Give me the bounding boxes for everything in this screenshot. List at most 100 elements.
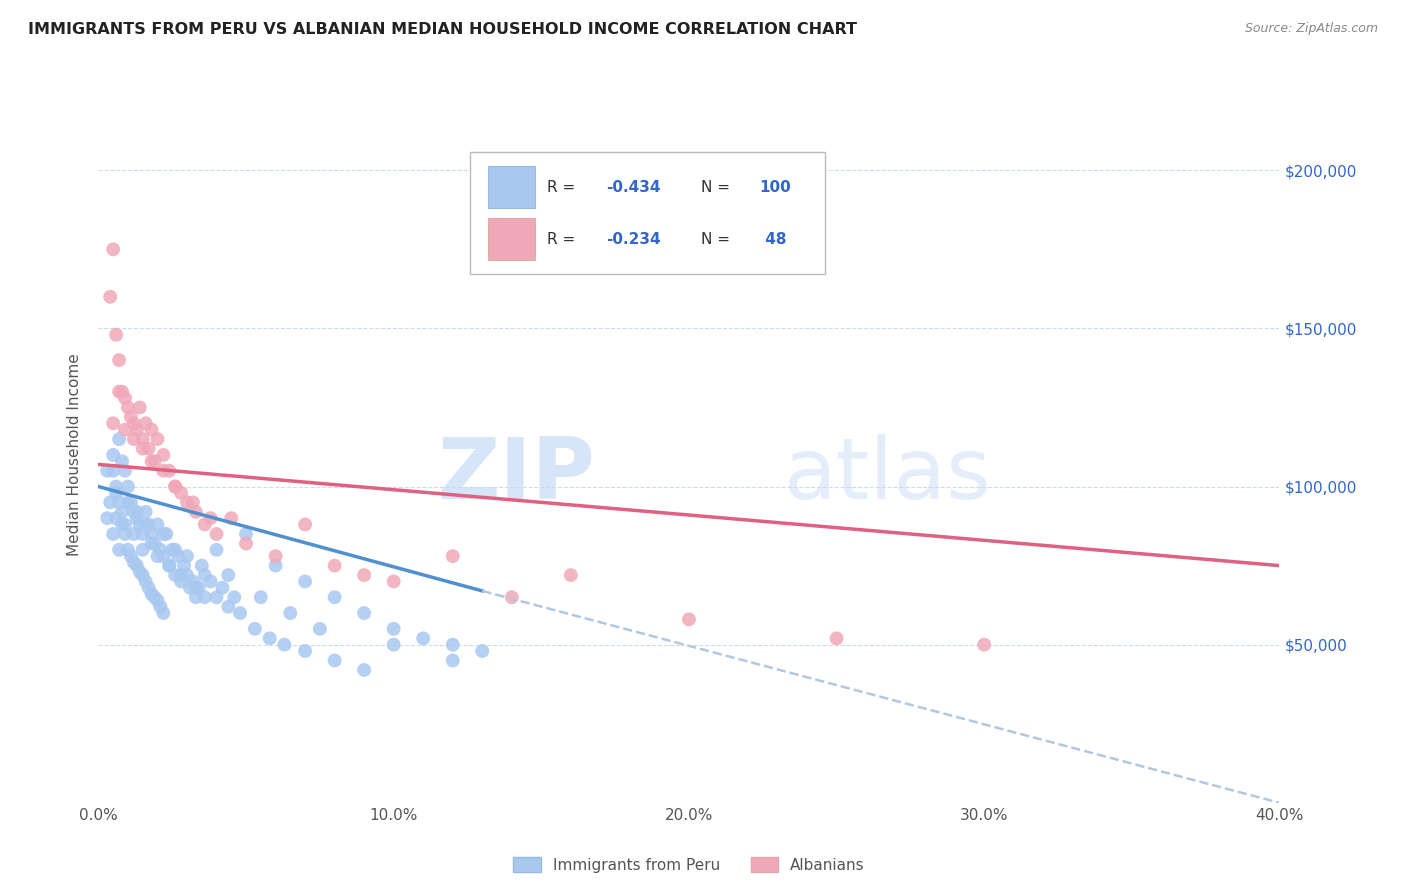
Point — [146, 593, 169, 607]
Point — [176, 568, 198, 582]
Point — [125, 423, 148, 437]
Point — [259, 632, 281, 646]
Point — [143, 536, 166, 550]
Point — [165, 542, 187, 557]
Point — [122, 417, 145, 431]
Point — [678, 612, 700, 626]
Point — [181, 495, 204, 509]
Point — [273, 638, 295, 652]
Point — [250, 591, 273, 605]
Point — [111, 384, 134, 399]
Point — [176, 549, 198, 563]
Point — [176, 495, 198, 509]
Point — [205, 591, 228, 605]
Point — [135, 517, 157, 532]
Point — [323, 558, 346, 573]
Point — [191, 558, 214, 573]
Point — [235, 527, 257, 541]
Point — [149, 599, 172, 614]
Point — [165, 479, 187, 493]
Point — [125, 558, 148, 573]
Point — [152, 464, 174, 478]
Point — [108, 432, 131, 446]
Point — [173, 558, 195, 573]
Point — [382, 574, 405, 589]
Point — [471, 644, 494, 658]
Point — [441, 638, 464, 652]
Point — [152, 606, 174, 620]
Bar — [488, 219, 536, 260]
Point — [184, 581, 207, 595]
Point — [114, 527, 136, 541]
Point — [103, 464, 125, 478]
Point — [187, 581, 209, 595]
Point — [111, 517, 134, 532]
Point — [229, 606, 252, 620]
Point — [194, 517, 217, 532]
Text: R =: R = — [547, 232, 581, 247]
Point — [122, 432, 145, 446]
Point — [217, 568, 239, 582]
Point — [132, 568, 155, 582]
Point — [114, 391, 136, 405]
Point — [141, 536, 163, 550]
Point — [117, 542, 139, 557]
Text: -0.434: -0.434 — [606, 179, 661, 194]
Point — [108, 384, 131, 399]
Text: atlas: atlas — [783, 434, 991, 517]
Point — [184, 505, 207, 519]
Point — [353, 568, 375, 582]
Point — [105, 479, 128, 493]
Point — [309, 622, 332, 636]
Point — [181, 574, 204, 589]
Point — [114, 517, 136, 532]
Point — [217, 599, 239, 614]
Bar — [488, 166, 536, 208]
Point — [125, 511, 148, 525]
Point — [200, 511, 222, 525]
Point — [98, 495, 121, 509]
Point — [105, 327, 128, 342]
Point — [294, 574, 316, 589]
Point — [141, 527, 163, 541]
Point — [128, 401, 150, 415]
Point — [184, 591, 207, 605]
Point — [120, 495, 142, 509]
Point — [120, 549, 142, 563]
Point — [162, 542, 183, 557]
Point — [135, 505, 157, 519]
Point — [353, 606, 375, 620]
Text: R =: R = — [547, 179, 581, 194]
Point — [165, 479, 187, 493]
Point — [122, 556, 145, 570]
Point — [382, 622, 405, 636]
Point — [149, 542, 172, 557]
Text: 100: 100 — [759, 179, 792, 194]
Point — [323, 591, 346, 605]
Point — [96, 464, 118, 478]
Point — [243, 622, 266, 636]
Text: N =: N = — [700, 232, 734, 247]
Point — [138, 581, 160, 595]
Point — [122, 527, 145, 541]
Y-axis label: Median Household Income: Median Household Income — [67, 353, 83, 557]
Point — [973, 638, 995, 652]
Text: IMMIGRANTS FROM PERU VS ALBANIAN MEDIAN HOUSEHOLD INCOME CORRELATION CHART: IMMIGRANTS FROM PERU VS ALBANIAN MEDIAN … — [28, 22, 858, 37]
Point — [146, 517, 169, 532]
Point — [105, 511, 128, 525]
Point — [323, 653, 346, 667]
Point — [155, 527, 177, 541]
Text: ZIP: ZIP — [437, 434, 595, 517]
Point — [132, 442, 155, 456]
Point — [152, 549, 174, 563]
Point — [157, 464, 180, 478]
Point — [170, 568, 193, 582]
Point — [128, 517, 150, 532]
Point — [146, 432, 169, 446]
Point — [146, 549, 169, 563]
Point — [294, 644, 316, 658]
Point — [122, 505, 145, 519]
Point — [143, 591, 166, 605]
Point — [117, 479, 139, 493]
Point — [141, 587, 163, 601]
